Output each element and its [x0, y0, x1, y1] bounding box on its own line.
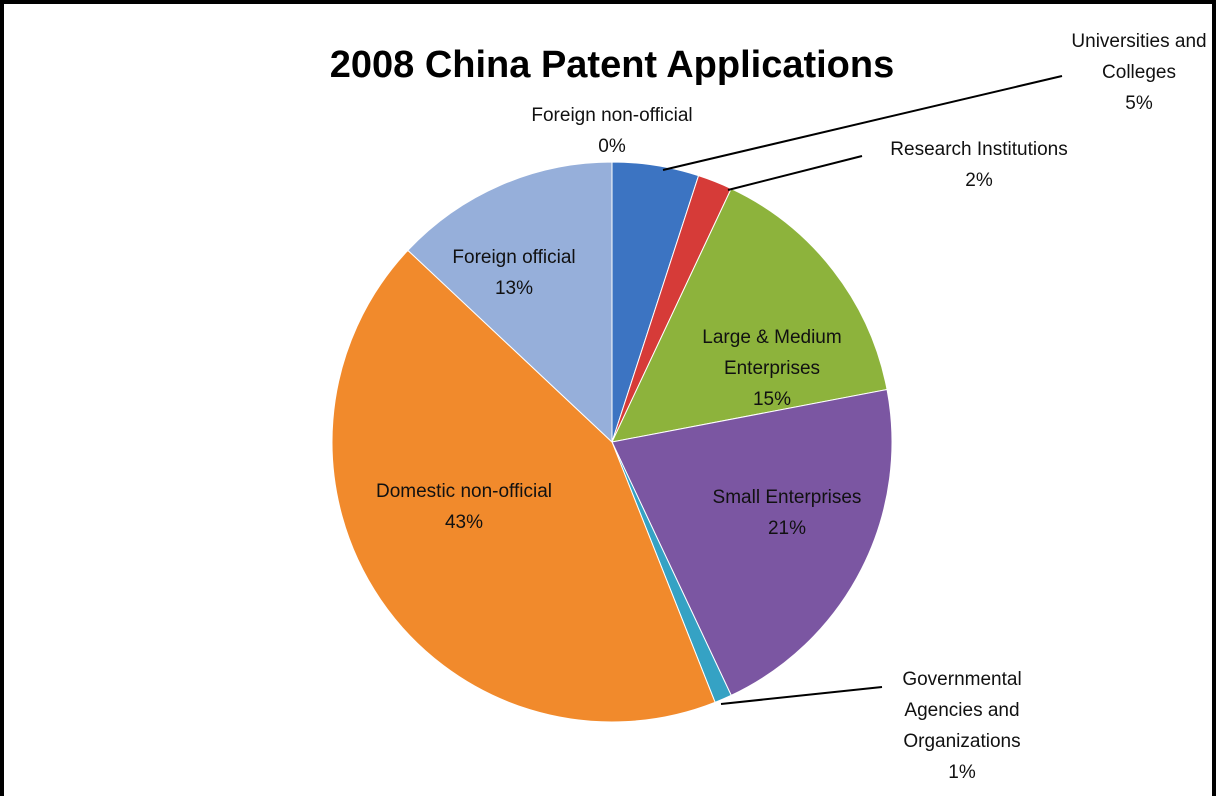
data-label: Foreign non-official 0%	[492, 100, 732, 162]
data-label: Universities and Colleges 5%	[1059, 26, 1212, 119]
slice-name: Large & Medium Enterprises	[702, 327, 842, 379]
data-label: Large & Medium Enterprises 15%	[672, 322, 872, 415]
slice-name: Foreign official	[452, 247, 576, 268]
slice-percent: 43%	[444, 512, 484, 533]
pie-slice	[611, 187, 888, 443]
pie-slice	[611, 388, 893, 697]
slice-percent: 5%	[1125, 93, 1153, 114]
slice-percent: 0%	[598, 136, 626, 157]
pie-slice	[407, 161, 613, 444]
data-label: Domestic non-official 43%	[344, 476, 584, 538]
data-label: Governmental Agencies and Organizations 1…	[872, 664, 1052, 788]
data-label: Research Institutions 2%	[854, 134, 1104, 196]
slice-percent: 1%	[948, 762, 976, 783]
pie-slice	[331, 249, 716, 723]
slice-name: Research Institutions	[890, 139, 1068, 160]
slice-percent: 15%	[752, 389, 792, 410]
leader-line	[662, 75, 1063, 171]
slice-name: Universities and Colleges	[1071, 31, 1207, 83]
data-label: Foreign official 13%	[414, 242, 614, 304]
slice-name: Governmental Agencies and Organizations	[902, 669, 1022, 752]
slice-name: Foreign non-official	[531, 105, 693, 126]
slice-name: Small Enterprises	[712, 487, 862, 508]
pie-area	[331, 75, 1063, 723]
leader-line	[720, 686, 883, 705]
data-label: Small Enterprises 21%	[672, 482, 902, 544]
slice-name: Domestic non-official	[375, 481, 552, 502]
slice-percent: 21%	[767, 518, 807, 539]
slice-percent: 13%	[494, 278, 534, 299]
slice-percent: 2%	[965, 170, 993, 191]
chart-title: 2008 China Patent Applications	[329, 44, 895, 86]
leader-line	[727, 155, 863, 191]
